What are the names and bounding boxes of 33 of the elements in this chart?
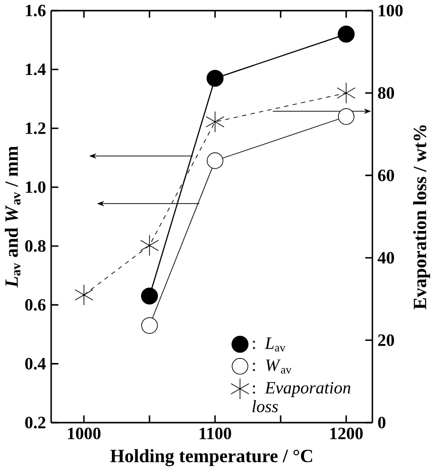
point	[206, 111, 224, 132]
y2-tick-label: 0	[378, 416, 386, 428]
x-axis-title: Holding temperature / °C	[110, 449, 312, 466]
x-tick-label: 1100	[200, 428, 232, 440]
y2-axis-title: Evaporation loss / wt%	[413, 125, 430, 310]
point	[74, 284, 94, 306]
y-tick-label: 0.4	[25, 358, 46, 370]
legend-label: : Evaporation loss	[252, 382, 350, 412]
legend-label: : L$_{av}$	[253, 338, 286, 352]
y2-tick-label: 60	[378, 170, 394, 182]
point	[337, 82, 356, 104]
y-tick-label: 1.0	[26, 181, 46, 194]
y-tick-label: 0.2	[25, 416, 46, 428]
y2-tick-label: 80	[378, 87, 394, 99]
y-tick-label: 1.2	[26, 122, 46, 134]
point	[141, 288, 158, 305]
legend-label: : W$_{av}$	[253, 360, 292, 374]
point	[140, 235, 159, 256]
y2-tick-label: 20	[378, 334, 394, 346]
x-tick-label: 1000	[68, 428, 101, 440]
y2-tick-label: 40	[378, 252, 394, 264]
y-tick-label: 1.6	[26, 4, 46, 16]
point	[338, 108, 354, 125]
point	[206, 70, 224, 87]
y-axis-title: L$_{av}$ and W$_{av}$ / mm	[4, 146, 21, 288]
y-tick-label: 0.8	[25, 240, 46, 252]
y-tick-label: 0.6	[25, 299, 46, 311]
point	[206, 152, 224, 169]
y-tick-label: 1.4	[26, 64, 46, 76]
y2-tick-label: 100	[378, 4, 403, 16]
x-tick-label: 1200	[330, 428, 363, 440]
point	[338, 26, 355, 43]
point	[141, 317, 158, 334]
